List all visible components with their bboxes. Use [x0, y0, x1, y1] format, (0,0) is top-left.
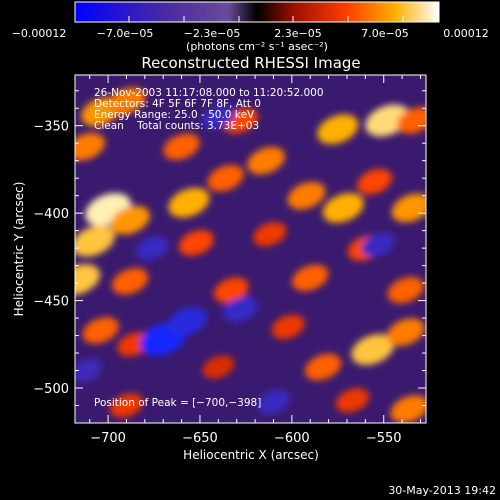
- heatmap-blob: [75, 264, 101, 296]
- heatmap-blob: [75, 225, 115, 257]
- heatmap-blob: [178, 230, 214, 256]
- heatmap-blob: [75, 132, 106, 161]
- peak-position-label: Position of Peak = [−700,−398]: [94, 397, 261, 409]
- colorbar-tick-label: −0.00012: [12, 27, 67, 40]
- heatmap-blob: [163, 133, 200, 160]
- annotation-time-range: 26-Nov-2003 11:17:08.000 to 11:20:52.000: [94, 87, 324, 99]
- x-axis-ticks: [89, 75, 421, 423]
- y-tick-labels: −350 −400 −450 −500: [33, 120, 69, 397]
- heatmap-blob: [351, 334, 395, 365]
- heatmap-blob: [387, 276, 424, 304]
- colorbar: [74, 1, 440, 23]
- heatmap-blob: [202, 355, 235, 379]
- chart-title: Reconstructed RHESSI Image: [141, 54, 360, 72]
- x-axis-label: Heliocentric X (arcsec): [183, 448, 319, 462]
- y-tick-label: −350: [33, 120, 69, 135]
- heatmap-blob: [111, 268, 149, 295]
- heatmap-blob: [322, 193, 364, 223]
- y-tick-label: −400: [33, 207, 69, 222]
- colorbar-ticks: [128, 16, 404, 22]
- colorbar-tick-labels: −0.00012 −7.0e−05 −2.3e−05 2.3e−05 7.0e−05 0.…: [12, 27, 489, 40]
- heatmap-blob: [82, 317, 119, 344]
- heatmap-blob: [168, 187, 210, 218]
- timestamp: 30-May-2013 19:42: [388, 484, 496, 497]
- colorbar-tick-label: 7.0e−05: [361, 27, 408, 40]
- colorbar-tick-label: −7.0e−05: [97, 27, 154, 40]
- heatmap-blob: [135, 236, 169, 261]
- plot-frame: [74, 74, 427, 424]
- annotation-detectors: Detectors: 4F 5F 6F 7F 8F, Att 0: [94, 98, 261, 110]
- annotation-energy-range: Energy Range: 25.0 - 50.0 keV: [94, 109, 255, 121]
- heatmap-blob: [386, 318, 425, 346]
- y-axis-label: Heliocentric Y (arcsec): [12, 182, 26, 317]
- heatmap-blob: [75, 359, 102, 383]
- x-tick-label: −550: [366, 431, 402, 446]
- heatmap-blob: [335, 388, 370, 413]
- heatmap-blob: [396, 107, 426, 134]
- heatmap-blob: [304, 353, 342, 381]
- annotation-clean-counts: Clean Total counts: 3.73E+03: [94, 120, 259, 132]
- x-tick-label: −600: [274, 431, 310, 446]
- x-tick-label: −650: [182, 431, 218, 446]
- heatmap-blob: [390, 395, 426, 423]
- y-tick-label: −500: [33, 382, 69, 397]
- colorbar-tick-label: 2.3e−05: [274, 27, 321, 40]
- heatmap-blob: [213, 277, 249, 303]
- heatmap-blob: [107, 87, 146, 115]
- heatmap-blob: [391, 193, 426, 223]
- heatmap-blob: [256, 389, 291, 415]
- colorbar-unit-label: (photons cm⁻² s⁻¹ asec⁻²): [186, 40, 328, 53]
- heatmap-blob: [207, 164, 244, 192]
- x-tick-labels: −700 −650 −600 −550: [90, 431, 401, 446]
- x-tick-label: −700: [90, 431, 126, 446]
- y-axis-ticks: [75, 90, 426, 424]
- colorbar-tick-label: −2.3e−05: [184, 27, 241, 40]
- heatmap-blob: [361, 232, 395, 257]
- heatmap-blob: [110, 205, 150, 235]
- heatmap-blob: [253, 222, 287, 247]
- heatmap-blob: [223, 296, 258, 322]
- y-tick-label: −450: [33, 295, 69, 310]
- heatmap-blob: [287, 181, 326, 210]
- heatmap-blob: [247, 146, 286, 175]
- heatmap-blob: [201, 104, 235, 130]
- heatmap-blob: [167, 307, 207, 336]
- colorbar-tick-label: 0.00012: [443, 27, 489, 40]
- heatmap-blob: [317, 114, 359, 145]
- heatmap-blob: [357, 169, 392, 195]
- heatmap-blob: [292, 264, 329, 292]
- heatmap-layer: [75, 87, 426, 423]
- heatmap-blob: [271, 314, 305, 339]
- heatmap-blob: [109, 393, 144, 418]
